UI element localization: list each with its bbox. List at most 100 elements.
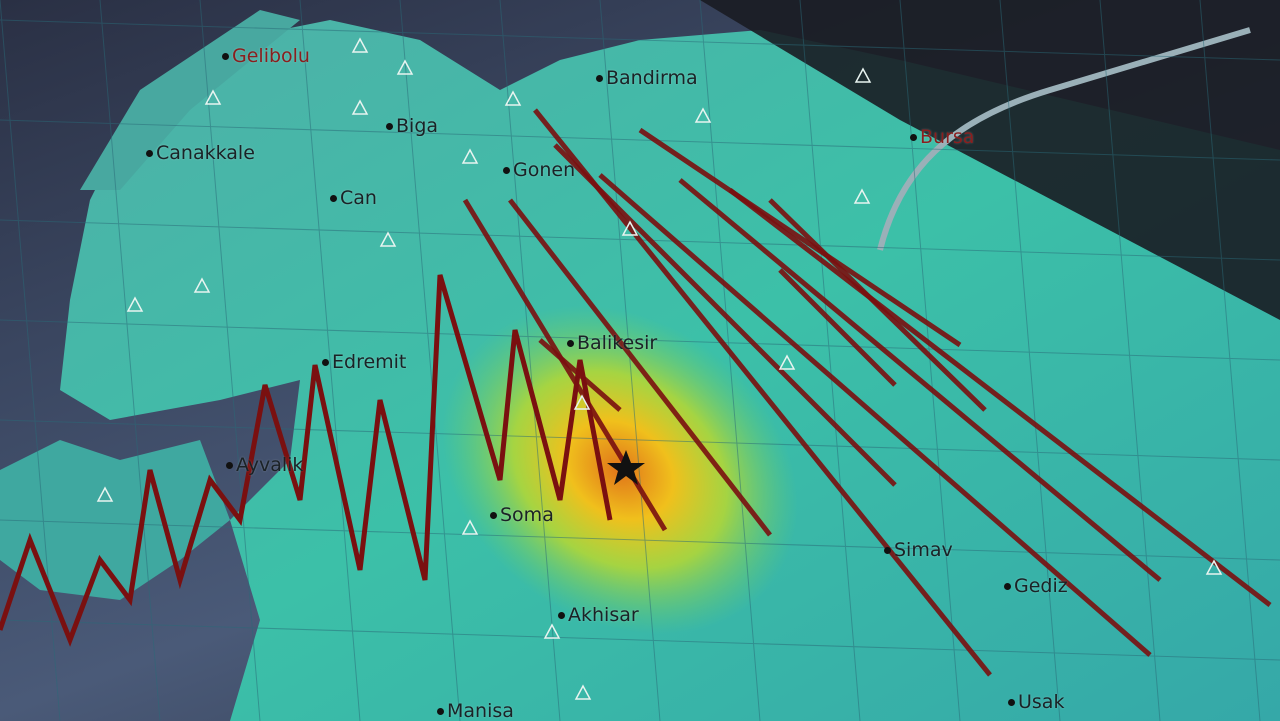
city-name: Usak [1018,691,1065,713]
station-triangle-icon [461,519,479,535]
grid-line [1099,0,1161,721]
epicenter-star-icon [607,450,645,485]
grid-line [99,0,161,721]
city-dot-icon [330,195,337,202]
grid-line [0,419,1280,461]
city-label: Edremit [322,352,406,372]
station-triangle-icon [504,90,522,106]
seismograph-trace [0,274,613,647]
grid-line [299,0,361,721]
city-label: Balikesir [567,333,657,353]
station-triangle-icon [853,188,871,204]
city-label: Can [330,188,377,208]
seismograph-trace [638,127,962,348]
station-triangle-icon [461,148,479,164]
city-label: Usak [1008,692,1064,712]
station-triangle-icon [621,220,639,236]
grid-line [999,0,1061,721]
city-name: Ayvalik [236,454,304,476]
city-dot-icon [910,134,917,141]
city-name: Can [340,187,377,209]
grid-line [0,0,61,721]
city-name: Gonen [513,159,576,181]
station-triangle-icon [573,394,591,410]
grid-line [399,0,461,721]
city-dot-icon [437,708,444,715]
grid-line [1199,0,1261,721]
station-triangle-icon [396,59,414,75]
city-name: Manisa [447,700,514,721]
station-triangle-icon [193,277,211,293]
station-triangle-icon [694,107,712,123]
grid-line [499,0,561,721]
city-name: Gelibolu [232,45,310,67]
city-name: Biga [396,115,439,137]
city-name: Balikesir [577,332,658,354]
seismograph-trace [778,268,897,387]
city-dot-icon [884,547,891,554]
city-dot-icon [146,150,153,157]
grid-line [199,0,261,721]
city-dot-icon [596,75,603,82]
city-name: Bursa [920,126,975,148]
city-name: Akhisar [568,604,639,626]
city-dot-icon [322,359,329,366]
station-triangle-icon [379,231,397,247]
city-name: Soma [500,504,554,526]
city-dot-icon [222,53,229,60]
seismograph-trace [678,178,1162,582]
city-label: Bandirma [596,68,698,88]
station-triangle-icon [126,296,144,312]
grid-line [0,519,1280,561]
city-dot-icon [1004,583,1011,590]
station-triangle-icon [204,89,222,105]
grid-line [599,0,661,721]
seismic-stations [96,37,1223,700]
city-name: Gediz [1014,575,1068,597]
city-name: Canakkale [156,142,255,164]
city-label: Gelibolu [222,46,310,66]
station-triangle-icon [543,623,561,639]
station-triangle-icon [351,37,369,53]
seismograph-arm [877,27,1251,251]
seismograph-trace [768,198,987,412]
city-label: Akhisar [558,605,639,625]
seismograph-trace [728,188,1272,607]
city-name: Edremit [332,351,407,373]
city-name: Simav [894,539,953,561]
city-label: Ayvalik [226,455,303,475]
city-dot-icon [558,612,565,619]
station-triangle-icon [854,67,872,83]
station-triangle-icon [96,486,114,502]
city-label: Manisa [437,701,514,721]
city-label: Bursa [910,127,974,147]
station-triangle-icon [1205,559,1223,575]
seismograph-trace [598,173,1152,657]
city-dot-icon [490,512,497,519]
seismograph-trace [508,198,772,537]
grid-line [0,19,1280,61]
city-dot-icon [226,462,233,469]
city-label: Biga [386,116,438,136]
station-triangle-icon [574,684,592,700]
city-name: Bandirma [606,67,698,89]
grid-line [799,0,861,721]
grid-line [0,119,1280,161]
grid-line [899,0,961,721]
city-dot-icon [386,123,393,130]
city-dot-icon [567,340,574,347]
grid-line [0,619,1280,661]
grid-line [699,0,761,721]
city-label: Canakkale [146,143,255,163]
city-label: Soma [490,505,554,525]
station-triangle-icon [351,99,369,115]
seismograph-trace [538,338,622,412]
city-dot-icon [1008,699,1015,706]
station-triangle-icon [778,354,796,370]
land-area-gallipoli [80,10,300,190]
grid-line [0,319,1280,361]
seismograph-trace [553,143,897,487]
